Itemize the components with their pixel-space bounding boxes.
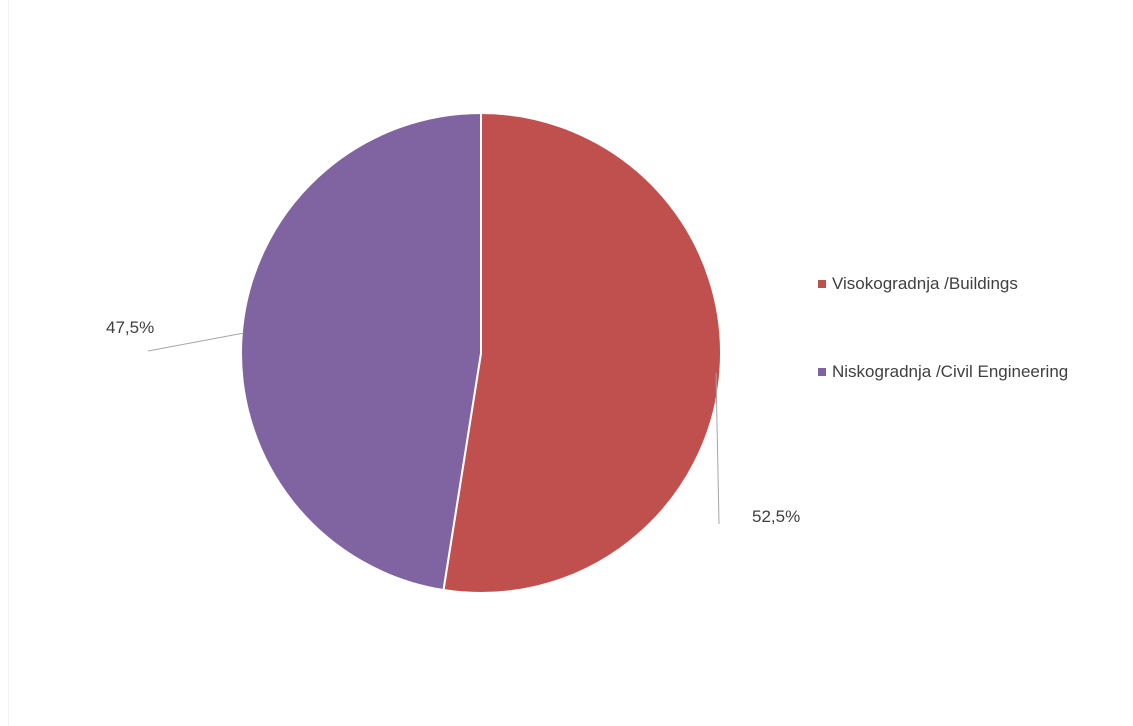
- legend-label-civil-engineering: Niskogradnja /Civil Engineering: [832, 362, 1069, 381]
- leader-lines: [147, 332, 720, 525]
- data-label-buildings: 52,5%: [752, 507, 800, 526]
- legend-item-civil-engineering: Niskogradnja /Civil Engineering: [818, 360, 1068, 384]
- chart-border: [8, 0, 9, 726]
- pie-slices: [240, 111, 722, 594]
- legend-swatch-civil-engineering: [818, 368, 826, 376]
- leader-line-buildings: [715, 372, 720, 525]
- legend-label-buildings: Visokogradnja /Buildings: [832, 274, 1018, 293]
- pie-slice-buildings: [442, 111, 722, 594]
- pie-slice-civil-engineering: [240, 111, 482, 592]
- legend-swatch-buildings: [818, 280, 826, 288]
- leader-line-civil-engineering: [147, 332, 245, 352]
- legend-item-buildings: Visokogradnja /Buildings: [818, 272, 1068, 296]
- legend: Visokogradnja /Buildings Niskogradnja /C…: [818, 272, 1068, 448]
- data-label-civil-engineering: 47,5%: [106, 318, 154, 337]
